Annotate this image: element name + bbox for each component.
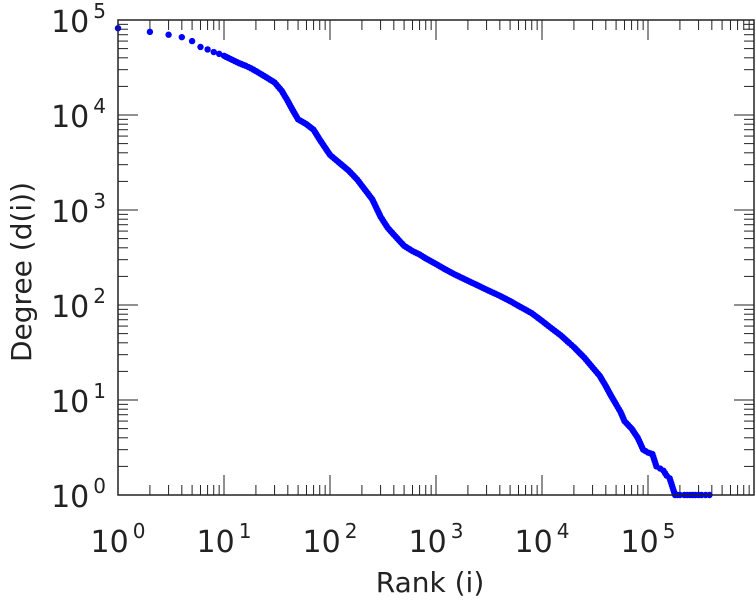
x-tick-label: 10 5 <box>621 519 676 560</box>
y-axis-label: Degree (d(i)) <box>5 182 38 362</box>
data-point <box>197 43 204 51</box>
data-point <box>204 46 211 53</box>
y-tick-label: 10 4 <box>51 94 106 135</box>
x-tick-labels: 10 0 10 1 10 2 10 3 10 4 10 5 <box>91 519 676 560</box>
x-tick-label: 10 4 <box>515 519 570 560</box>
data-point <box>215 50 223 58</box>
x-tick-label: 10 2 <box>303 519 358 560</box>
data-points <box>114 24 713 499</box>
data-point <box>188 37 196 45</box>
x-tick-label: 10 3 <box>409 519 464 560</box>
data-point <box>146 28 154 36</box>
x-tick-label: 10 0 <box>91 519 146 560</box>
data-point <box>165 31 172 38</box>
x-axis-label: Rank (i) <box>376 566 485 599</box>
y-tick-label: 10 3 <box>51 189 106 230</box>
y-tick-label: 10 2 <box>51 284 106 325</box>
data-point <box>178 33 186 41</box>
x-tick-label: 10 1 <box>197 519 252 560</box>
y-tick-label: 10 1 <box>51 379 106 420</box>
y-tick-label: 10 5 <box>51 0 106 40</box>
tick-marks <box>117 20 754 496</box>
plot-frame <box>117 19 755 496</box>
data-point <box>210 48 217 56</box>
y-tick-label: 10 0 <box>51 474 106 515</box>
